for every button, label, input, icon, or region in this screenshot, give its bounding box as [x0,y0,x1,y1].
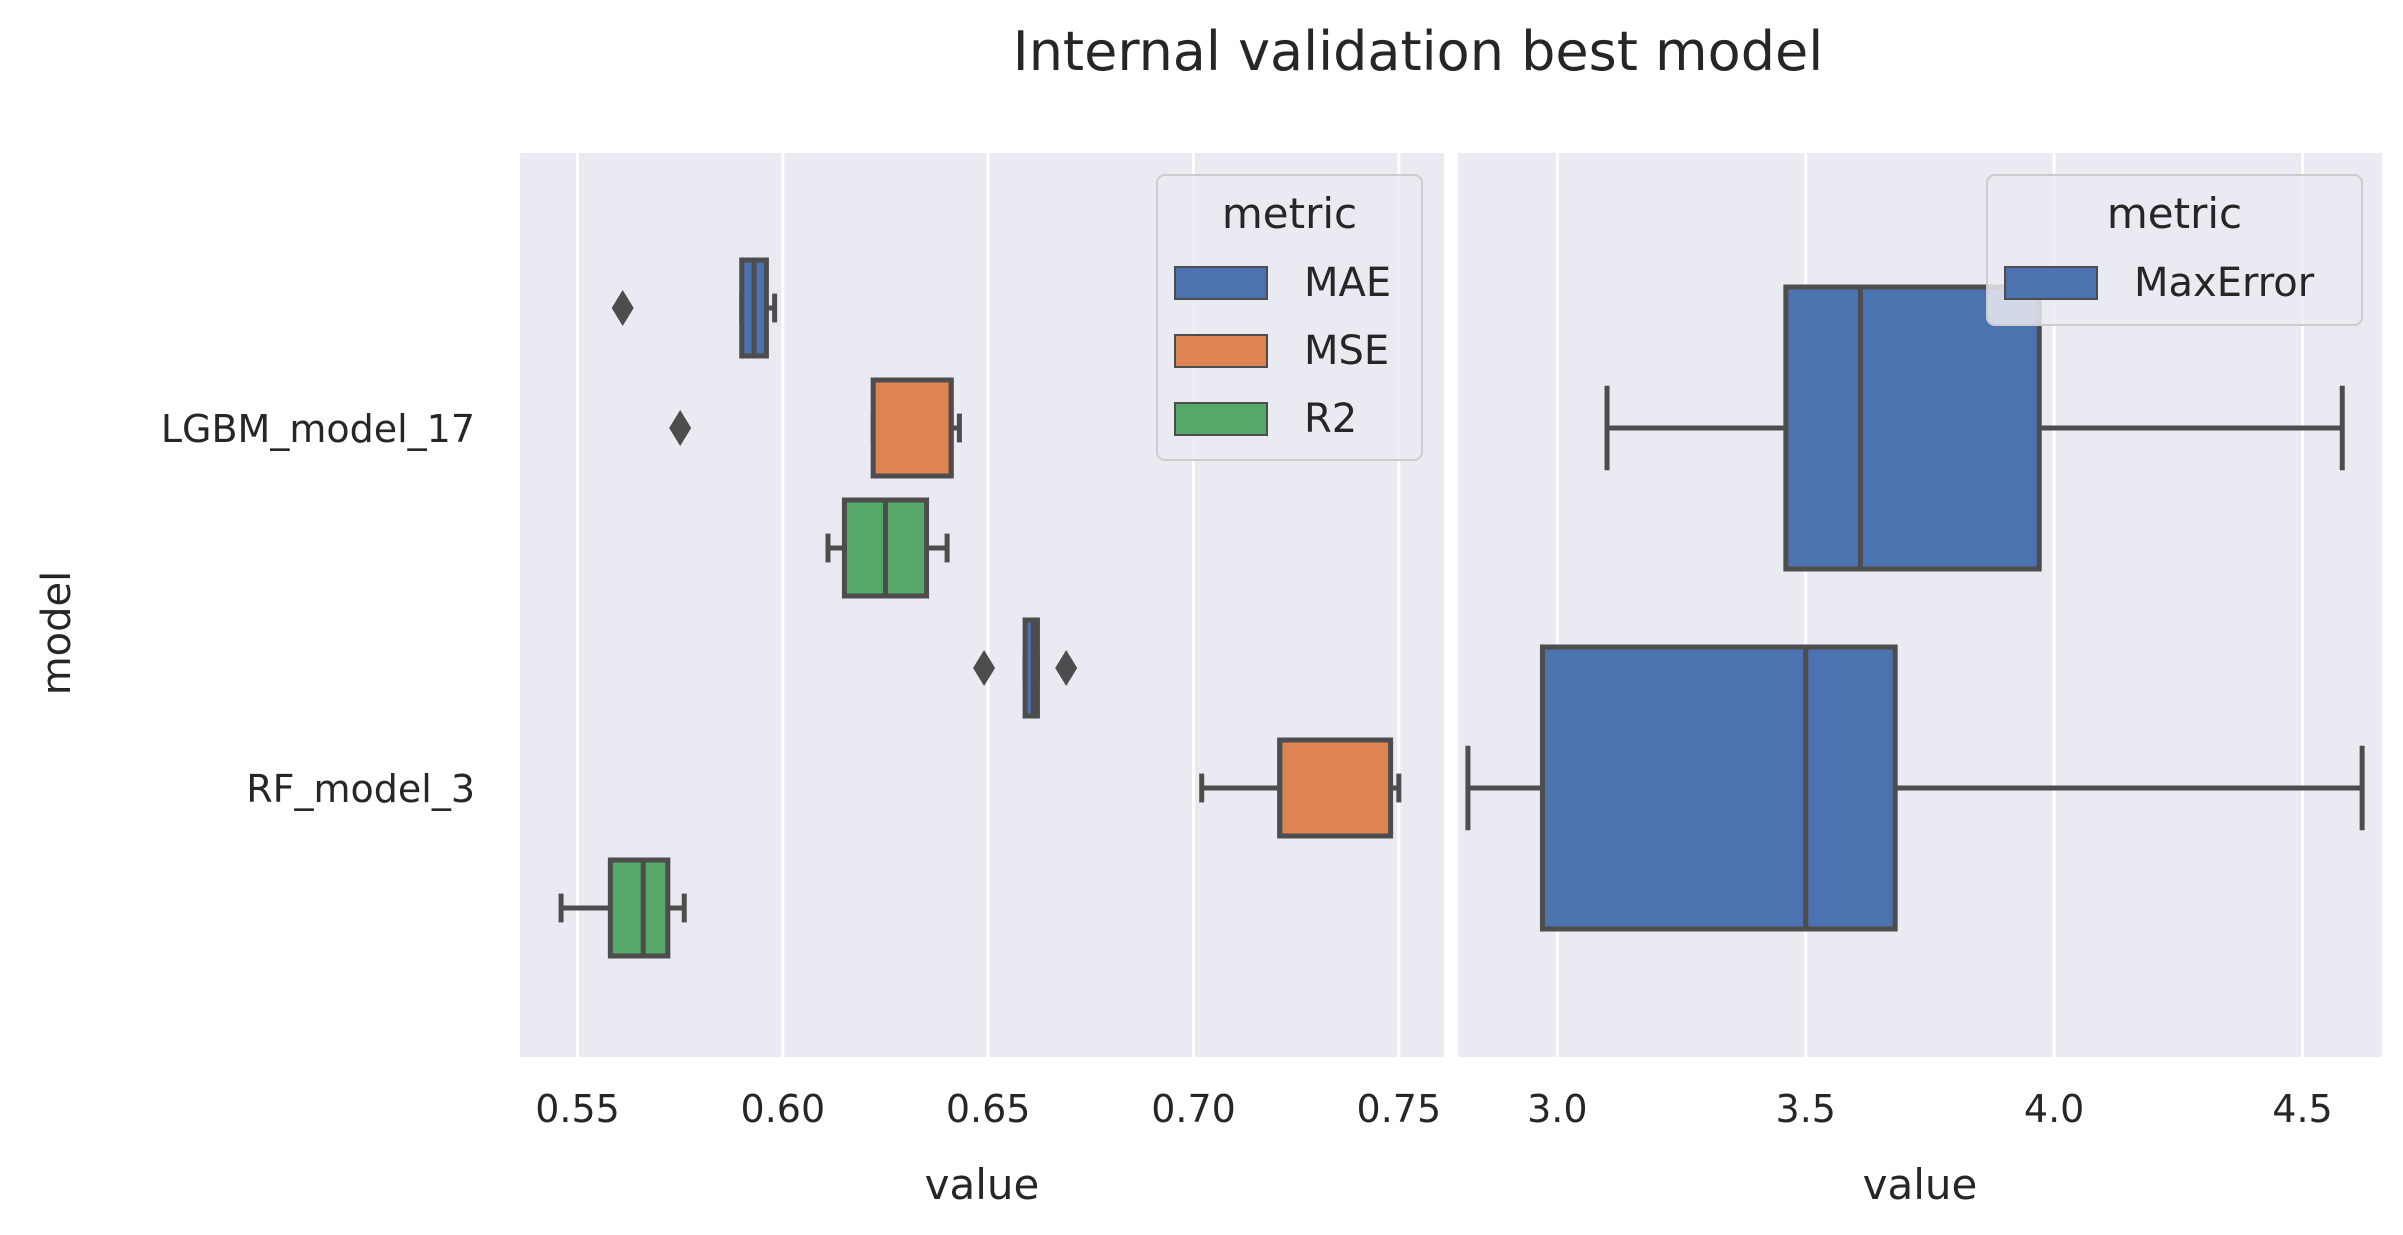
box-mse-rf-model-3 [1199,737,1402,839]
legend-swatch [1174,402,1268,436]
y-axis-label: model [34,571,80,696]
x-tick-label: 4.5 [2272,1087,2332,1131]
chart-title: Internal validation best model [1013,20,1823,83]
x-tick-label: 0.75 [1357,1087,1442,1131]
box-r2-rf-model-3 [558,857,687,959]
box-rect [1277,737,1394,839]
legend-entry-label: MAE [1304,260,1391,306]
legend: metric MAE MSE R2 [1156,174,1423,461]
legend-title: metric [2107,189,2242,238]
x-tick-label: 4.0 [2024,1087,2084,1131]
box-rect [1539,644,1898,932]
y-tick-label-lgbm: LGBM_model_17 [161,407,475,451]
x-tick-label: 3.0 [1527,1087,1587,1131]
x-axis-label: value [925,1160,1040,1209]
left-panel: 0.55 0.60 0.65 0.70 0.75 value metric MAE MSE R2 [520,153,1444,1209]
x-tick-label: 3.5 [1776,1087,1836,1131]
x-tick-label: 0.65 [946,1087,1031,1131]
x-tick-label: 0.55 [535,1087,620,1131]
box-maxerror-rf-model-3 [1465,644,2365,932]
legend-title: metric [1222,189,1357,238]
legend-frame [1156,174,1423,461]
right-panel: 3.0 3.5 4.0 4.5 value metric MaxError [1458,153,2382,1209]
outlier-point [1055,650,1078,686]
x-tick-label: 0.60 [741,1087,826,1131]
legend-swatch [1174,266,1268,300]
legend-swatch [2004,266,2098,300]
legend: metric MaxError [1986,174,2363,326]
legend-swatch [1174,334,1268,368]
legend-entry-label: MaxError [2134,260,2315,306]
box-mae-rf-model-3 [973,617,1078,719]
outlier-point [669,410,692,446]
box-mse-lgbm-model-17 [669,377,962,479]
box-maxerror-lgbm-model-17 [1604,284,2345,572]
box-r2-lgbm-model-17 [825,497,950,599]
y-tick-label-rf: RF_model_3 [246,767,475,811]
box-rect [607,857,671,959]
outlier-point [611,290,634,326]
outlier-point [973,650,996,686]
x-axis-label: value [1863,1160,1978,1209]
x-tick-label: 0.70 [1151,1087,1236,1131]
box-rect [1783,284,2042,572]
legend-entry-label: R2 [1304,396,1357,442]
legend-entry-label: MSE [1304,328,1389,374]
box-mae-lgbm-model-17 [611,257,778,359]
box-rect [870,377,954,479]
